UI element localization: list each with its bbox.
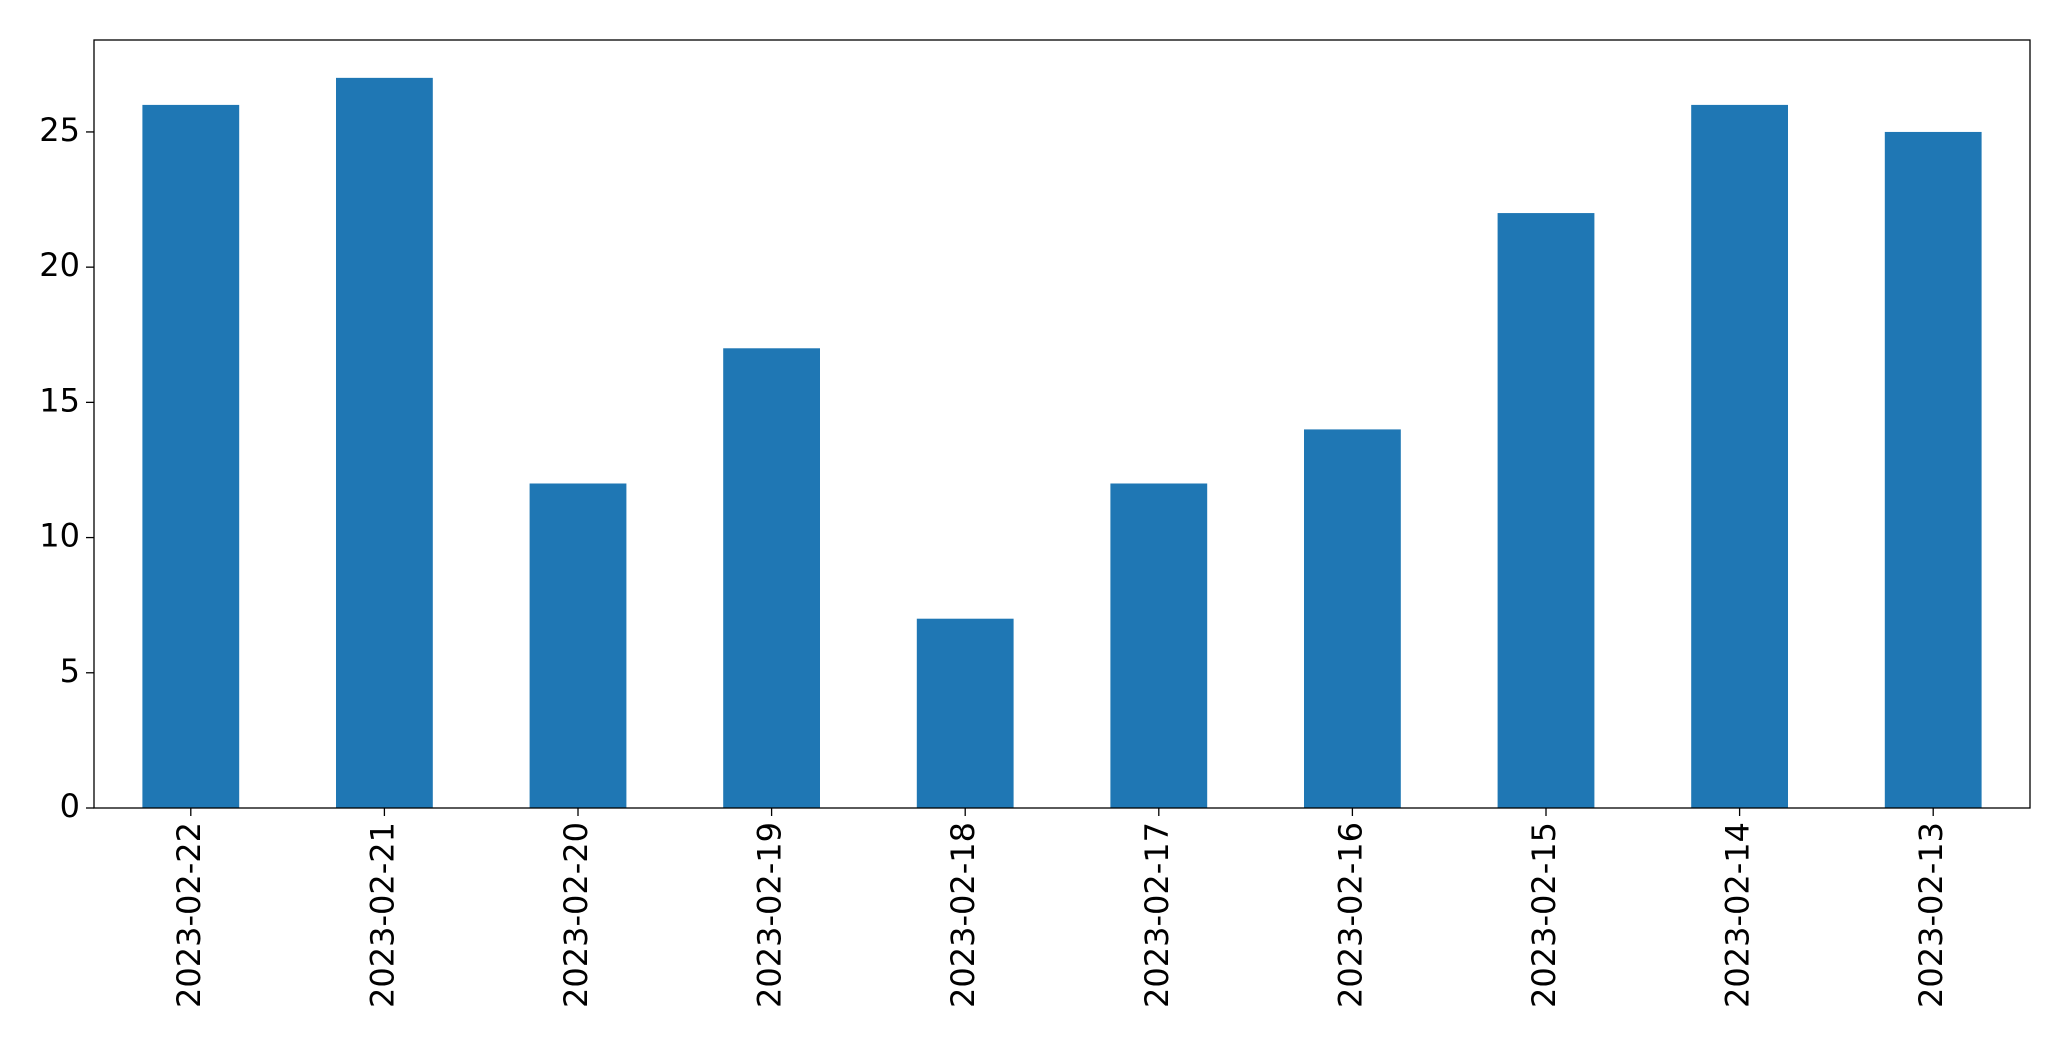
x-tick-label: 2023-02-13 [1912, 822, 1950, 1008]
x-tick-label: 2023-02-17 [1138, 822, 1176, 1008]
bar [916, 618, 1014, 808]
x-tick-label: 2023-02-18 [944, 822, 982, 1008]
y-tick-label: 15 [39, 381, 80, 419]
y-tick-label: 5 [60, 652, 80, 690]
bar [723, 348, 820, 808]
y-tick-label: 10 [39, 517, 80, 555]
bar [1884, 131, 1982, 808]
bar [1497, 213, 1595, 808]
bar [1691, 104, 1788, 808]
bar [529, 483, 627, 808]
y-tick-label: 25 [39, 111, 80, 149]
bar [1110, 483, 1208, 808]
x-tick-label: 2023-02-16 [1331, 822, 1369, 1008]
x-tick-label: 2023-02-21 [363, 822, 401, 1008]
x-tick-label: 2023-02-14 [1719, 822, 1757, 1008]
plot-frame [93, 39, 2031, 809]
bar [1304, 429, 1401, 808]
y-tick-label: 20 [39, 246, 80, 284]
x-tick-label: 2023-02-19 [751, 822, 789, 1008]
bar [142, 104, 240, 808]
x-tick-label: 2023-02-22 [170, 822, 208, 1008]
bar [336, 77, 433, 809]
x-tick-label: 2023-02-20 [557, 822, 595, 1008]
y-tick-label: 0 [60, 787, 80, 825]
x-tick-label: 2023-02-15 [1525, 822, 1563, 1008]
